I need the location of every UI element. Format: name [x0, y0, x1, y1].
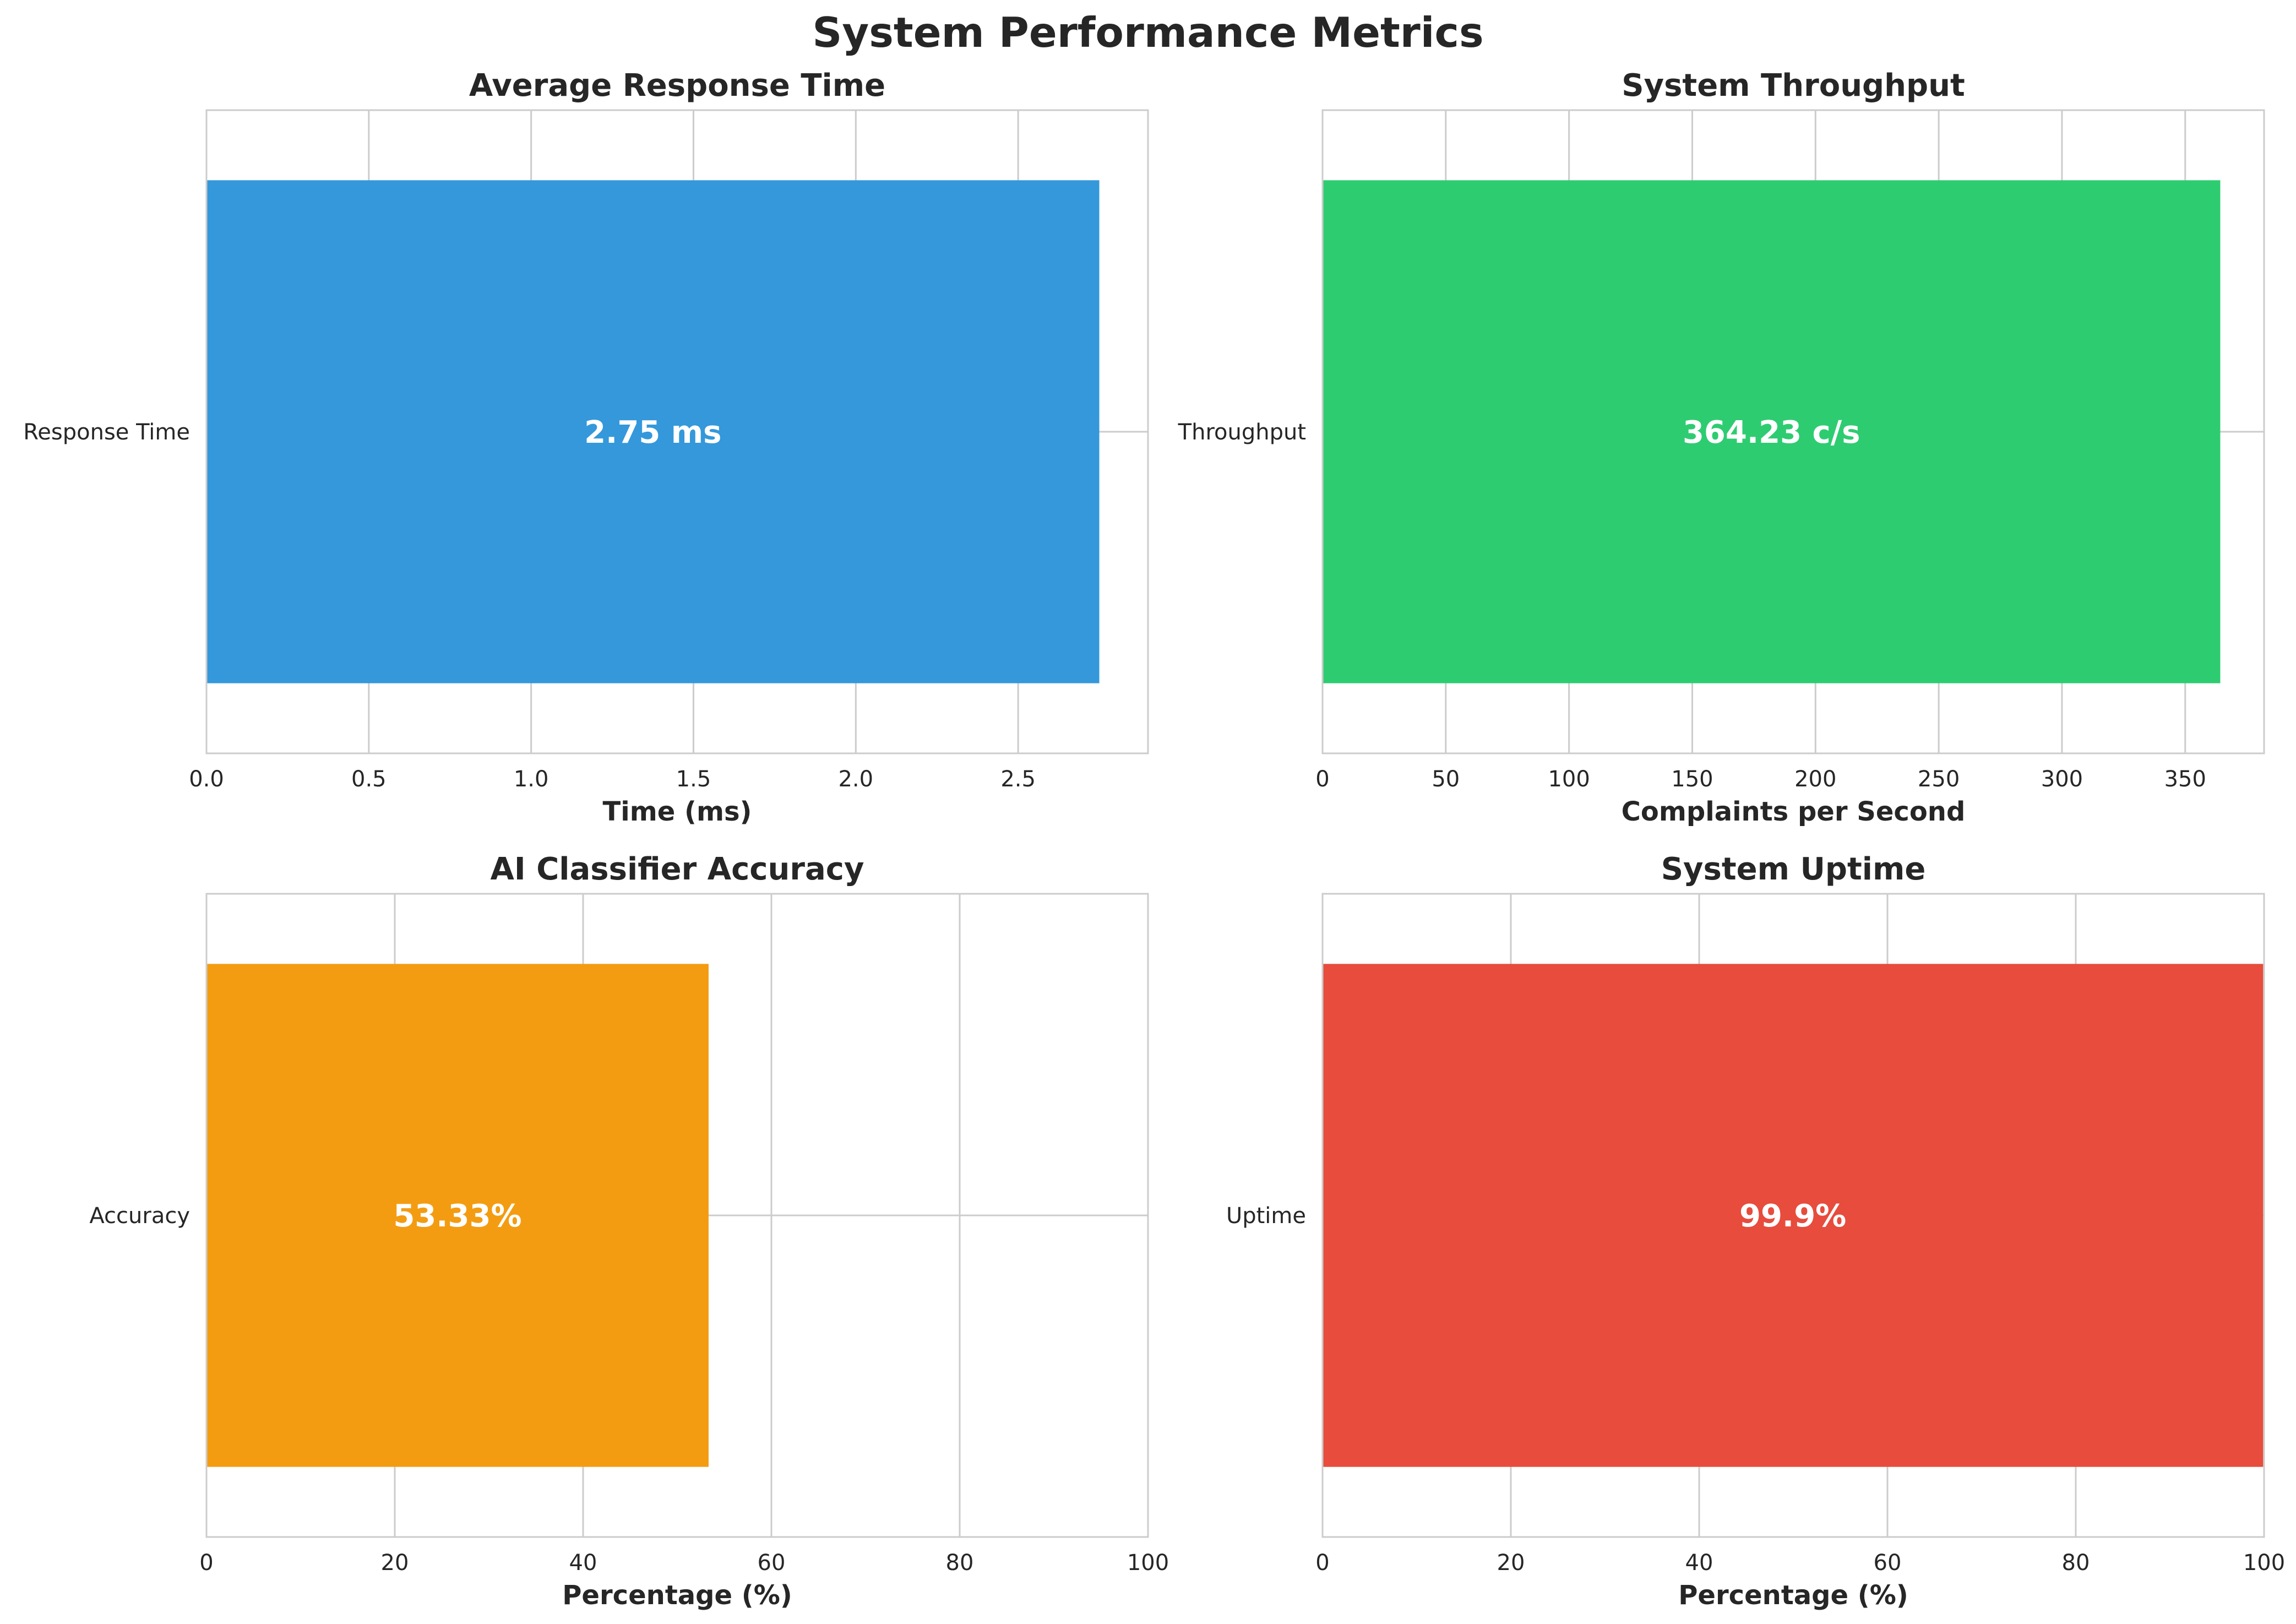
x-tick-label: 80: [946, 1550, 974, 1576]
x-tick-label: 40: [569, 1550, 597, 1576]
axes-frame-response-time: [205, 109, 1149, 754]
x-axis-label-accuracy: Percentage (%): [562, 1580, 792, 1611]
chart-uptime: System Uptime 0 20 40 60 80 100 Percentage (%) U…: [1226, 851, 2285, 1611]
x-tick-label: 0: [199, 1550, 213, 1576]
x-tick-label: 0.0: [189, 767, 224, 792]
x-tick-label: 40: [1685, 1550, 1713, 1576]
x-tick-label: 100: [1548, 767, 1590, 792]
bar-value-label-response-time: 2.75 ms: [584, 415, 721, 450]
chart-title-uptime: System Uptime: [1661, 851, 1926, 887]
chart-title-throughput: System Throughput: [1622, 68, 1965, 104]
chart-panels: Average Response Time 0.0 0.5 1.0 1.5 2.0 2.5 T…: [23, 68, 2285, 1611]
chart-accuracy: AI Classifier Accuracy 0 20 40 60 80 100 Percen…: [89, 851, 1169, 1611]
x-tick-label: 50: [1432, 767, 1460, 792]
y-tick-label: Throughput: [1178, 420, 1306, 445]
x-tick-label: 0.5: [351, 767, 387, 792]
x-tick-label: 20: [381, 1550, 409, 1576]
x-tick-label: 80: [2062, 1550, 2090, 1576]
x-tick-label: 350: [2164, 767, 2206, 792]
x-tick-label: 2.0: [838, 767, 873, 792]
bar-value-label-uptime: 99.9%: [1739, 1198, 1846, 1234]
chart-title-accuracy: AI Classifier Accuracy: [491, 851, 864, 887]
axes-frame-accuracy: [205, 893, 1149, 1538]
x-tick-label: 60: [758, 1550, 786, 1576]
x-tick-label: 20: [1497, 1550, 1525, 1576]
chart-throughput: System Throughput 0 50 100 150 200 250 300 350 Co…: [1178, 68, 2265, 827]
x-axis-label-uptime: Percentage (%): [1678, 1580, 1908, 1611]
y-tick-label: Uptime: [1226, 1203, 1306, 1229]
bar-value-label-throughput: 364.23 c/s: [1683, 415, 1860, 450]
bar-response-time: [206, 180, 1100, 683]
bar-value-label-accuracy: 53.33%: [393, 1198, 521, 1234]
bar-uptime: [1323, 964, 2264, 1467]
axes-frame-throughput: [1321, 109, 2265, 754]
x-axis-label-throughput: Complaints per Second: [1622, 796, 1966, 827]
chart-title-response-time: Average Response Time: [469, 68, 885, 104]
x-tick-label: 1.0: [514, 767, 549, 792]
x-tick-label: 0: [1315, 767, 1329, 792]
chart-response-time: Average Response Time 0.0 0.5 1.0 1.5 2.0 2.5 T…: [23, 68, 1149, 827]
x-tick-label: 200: [1794, 767, 1836, 792]
x-tick-label: 1.5: [676, 767, 711, 792]
axes-frame-uptime: [1321, 893, 2265, 1538]
bar-throughput: [1323, 180, 2221, 683]
x-tick-label: 60: [1874, 1550, 1902, 1576]
y-tick-label: Accuracy: [89, 1203, 190, 1229]
bar-accuracy: [206, 964, 709, 1467]
x-tick-label: 300: [2041, 767, 2083, 792]
x-tick-label: 0: [1315, 1550, 1329, 1576]
x-tick-label: 150: [1671, 767, 1713, 792]
figure-title: System Performance Metrics: [812, 8, 1483, 57]
x-tick-label: 2.5: [1000, 767, 1036, 792]
x-tick-label: 250: [1918, 767, 1960, 792]
x-tick-label: 100: [1127, 1550, 1169, 1576]
x-tick-label: 100: [2243, 1550, 2285, 1576]
x-axis-label-response-time: Time (ms): [603, 796, 752, 827]
y-tick-label: Response Time: [23, 420, 190, 445]
